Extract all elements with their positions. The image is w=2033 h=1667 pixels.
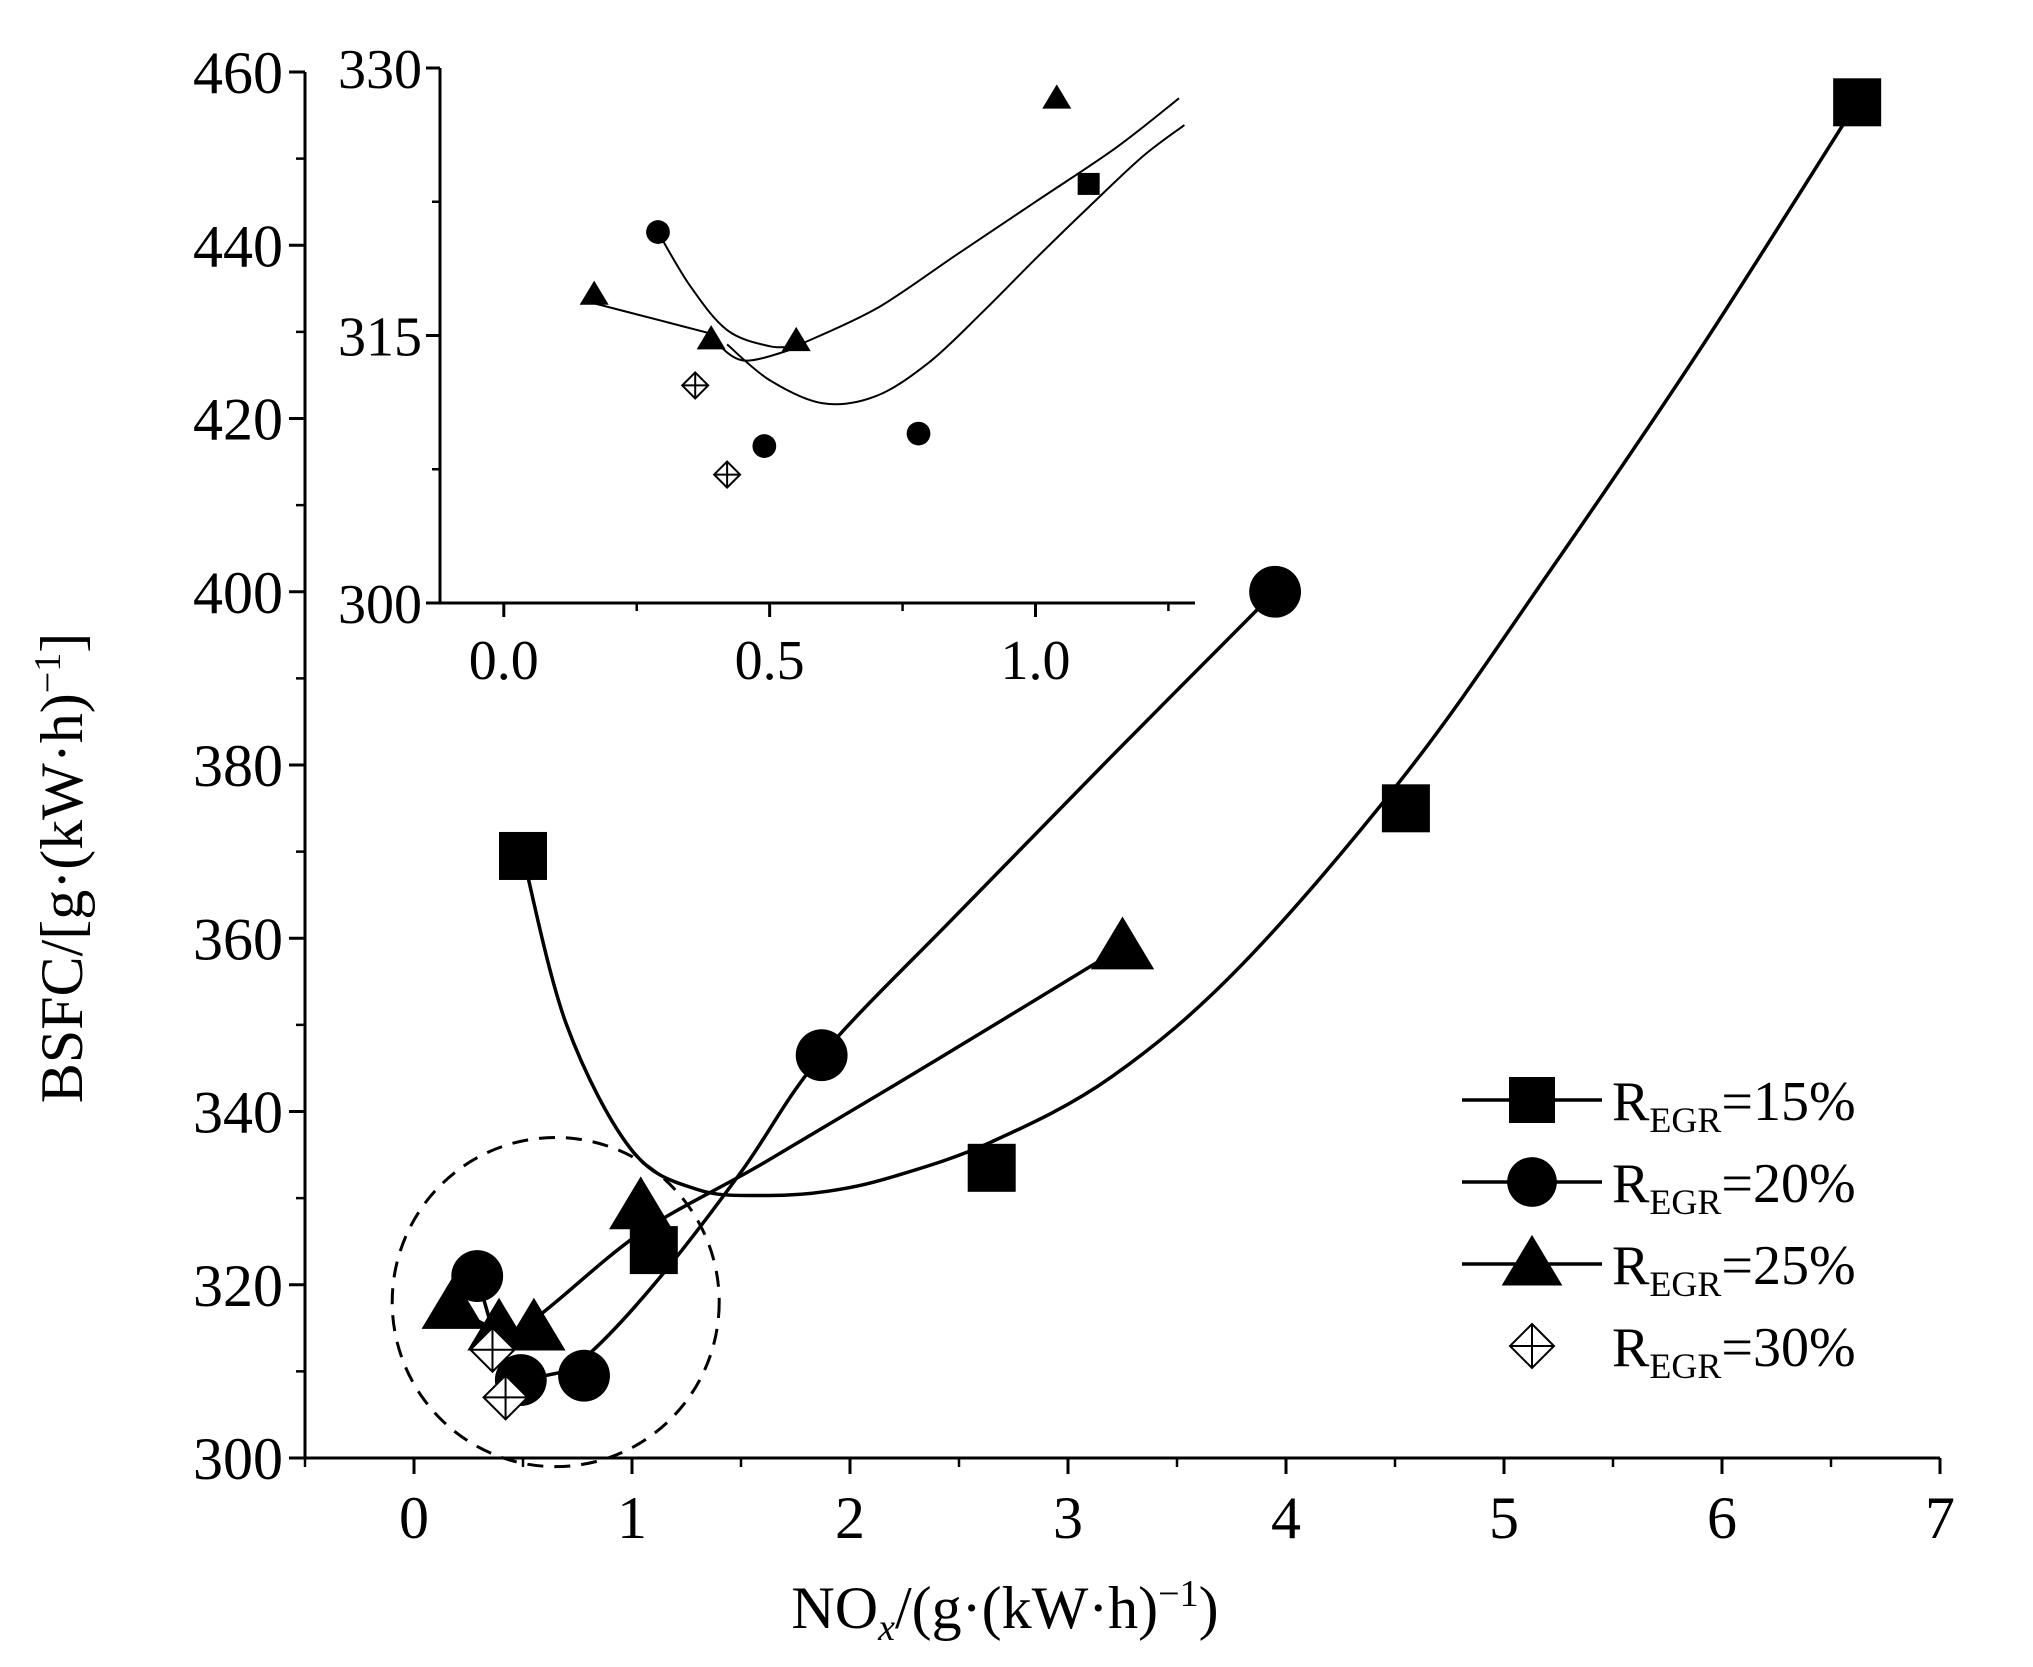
main-y-tick-label: 460 xyxy=(193,40,283,106)
inset-y-tick-label: 315 xyxy=(338,307,422,369)
main-point-series-1-4 xyxy=(1249,565,1302,618)
main-y-tick-label: 340 xyxy=(193,1080,283,1146)
main-point-series-1-3 xyxy=(795,1029,848,1082)
x-axis-title-main: NO xyxy=(791,1575,878,1641)
legend-label: REGR=25% xyxy=(1612,1235,1856,1304)
legend-marker xyxy=(1507,1157,1557,1207)
legend-label-tail: =15% xyxy=(1721,1071,1855,1133)
main-point-series-2-2 xyxy=(502,1297,566,1351)
inset-point-series-2-3 xyxy=(1042,84,1072,109)
legend-label-sub: EGR xyxy=(1649,1346,1721,1386)
inset-background xyxy=(440,62,1195,605)
main-y-tick-label: 400 xyxy=(193,560,283,626)
inset-point-series-2-2 xyxy=(781,326,811,352)
main-x-tick-label: 2 xyxy=(835,1485,865,1551)
main-plot: 0 1 2 3 4 5 6 7 300 320 340 360 380 400 420 440 460 xyxy=(193,40,1955,1551)
y-axis-title-close: ] xyxy=(29,633,95,653)
inset-fit-curve-series-0 xyxy=(726,124,1185,406)
inset-y-tick-label: 330 xyxy=(338,39,422,101)
main-x-tick-label: 7 xyxy=(1925,1485,1955,1551)
legend-item-0: REGR=15% xyxy=(1462,1071,1856,1140)
inset-plot: 0.0 0.5 1.0 300 315 330 xyxy=(338,39,1195,692)
main-point-series-2-4 xyxy=(1090,916,1155,970)
inset-point-series-2-0 xyxy=(579,280,609,305)
x-axis-title: NOx/(g·(kW·h)−1) xyxy=(791,1573,1218,1649)
inset-x-tick-label: 0.0 xyxy=(469,630,539,692)
inset-x-tick-label: 0.5 xyxy=(735,630,805,692)
main-fit-curve-series-0 xyxy=(521,101,1859,1198)
legend-item-2: REGR=25% xyxy=(1462,1234,1856,1304)
legend-label: REGR=30% xyxy=(1612,1317,1856,1386)
legend-label-sub: EGR xyxy=(1649,1100,1721,1140)
inset-point-series-0-0 xyxy=(1077,172,1100,195)
legend-label-tail: =25% xyxy=(1721,1235,1855,1297)
legend-label: REGR=15% xyxy=(1612,1071,1856,1140)
legend-marker xyxy=(1508,1322,1556,1370)
inset-fit-curve-series-1 xyxy=(657,231,797,349)
inset-point-series-2-1 xyxy=(696,325,726,350)
main-point-series-0-2 xyxy=(967,1143,1016,1192)
main-y-tick-label: 420 xyxy=(193,387,283,453)
y-axis-title: BSFC/[g·(kW·h)−1] xyxy=(27,633,95,1103)
y-axis-title-sup: −1 xyxy=(27,653,69,693)
main-point-series-3-1 xyxy=(482,1373,529,1421)
x-axis-title-sub: x xyxy=(877,1607,895,1649)
inset-point-series-3-0 xyxy=(680,371,710,400)
legend-marker xyxy=(1509,1077,1555,1123)
legend-label-base: R xyxy=(1612,1071,1650,1133)
legend-marker xyxy=(1501,1234,1563,1286)
inset-fit-curve-series-2 xyxy=(795,97,1180,348)
main-point-series-3-0 xyxy=(469,1326,516,1374)
main-point-series-0-3 xyxy=(1381,784,1430,833)
main-y-tick-label: 320 xyxy=(193,1253,283,1319)
main-x-tick-label: 1 xyxy=(617,1485,647,1551)
legend-label-tail: =30% xyxy=(1721,1317,1855,1379)
legend-item-1: REGR=20% xyxy=(1462,1153,1856,1222)
main-point-series-0-4 xyxy=(1833,78,1882,127)
inset-extra-curve-0 xyxy=(593,302,712,335)
main-point-series-2-3 xyxy=(609,1176,673,1230)
main-point-series-1-2 xyxy=(558,1349,610,1402)
main-y-tick-label: 440 xyxy=(193,213,283,279)
main-y-tick-label: 300 xyxy=(193,1426,283,1492)
main-x-tick-label: 4 xyxy=(1271,1485,1301,1551)
y-axis-title-main: BSFC/[g·(kW·h) xyxy=(29,693,95,1103)
highlight-dashed-ellipse xyxy=(390,1135,721,1469)
inset-y-tick-label: 300 xyxy=(338,574,422,636)
main-point-series-0-1 xyxy=(629,1226,678,1275)
legend-label-sub: EGR xyxy=(1649,1182,1721,1222)
main-point-series-0-0 xyxy=(499,831,547,880)
legend-item-3: REGR=30% xyxy=(1508,1317,1856,1386)
main-x-tick-label: 0 xyxy=(399,1485,429,1551)
main-point-series-1-0 xyxy=(451,1250,504,1303)
main-x-tick-label: 6 xyxy=(1707,1485,1737,1551)
inset-point-series-3-1 xyxy=(712,460,742,490)
legend: REGR=15%REGR=20%REGR=25%REGR=30% xyxy=(1462,1071,1856,1386)
main-x-tick-label: 5 xyxy=(1489,1485,1519,1551)
inset-point-series-1-1 xyxy=(752,434,777,458)
main-point-series-2-0 xyxy=(421,1276,485,1329)
legend-label-tail: =20% xyxy=(1721,1153,1855,1215)
inset-point-series-1-0 xyxy=(646,220,670,244)
inset-x-tick-label: 1.0 xyxy=(1000,630,1070,692)
main-y-tick-label: 360 xyxy=(193,906,283,972)
main-x-tick-label: 3 xyxy=(1053,1485,1083,1551)
inset-point-series-1-2 xyxy=(906,421,931,446)
main-y-tick-label: 380 xyxy=(193,733,283,799)
legend-label-base: R xyxy=(1612,1235,1650,1297)
legend-label: REGR=20% xyxy=(1612,1153,1856,1222)
legend-label-base: R xyxy=(1612,1153,1650,1215)
legend-label-base: R xyxy=(1612,1317,1650,1379)
x-axis-title-close: ) xyxy=(1199,1575,1219,1641)
legend-label-sub: EGR xyxy=(1649,1264,1721,1304)
x-axis-title-sup: −1 xyxy=(1158,1573,1198,1615)
x-axis-title-tail: /(g·(kW·h) xyxy=(895,1575,1158,1641)
